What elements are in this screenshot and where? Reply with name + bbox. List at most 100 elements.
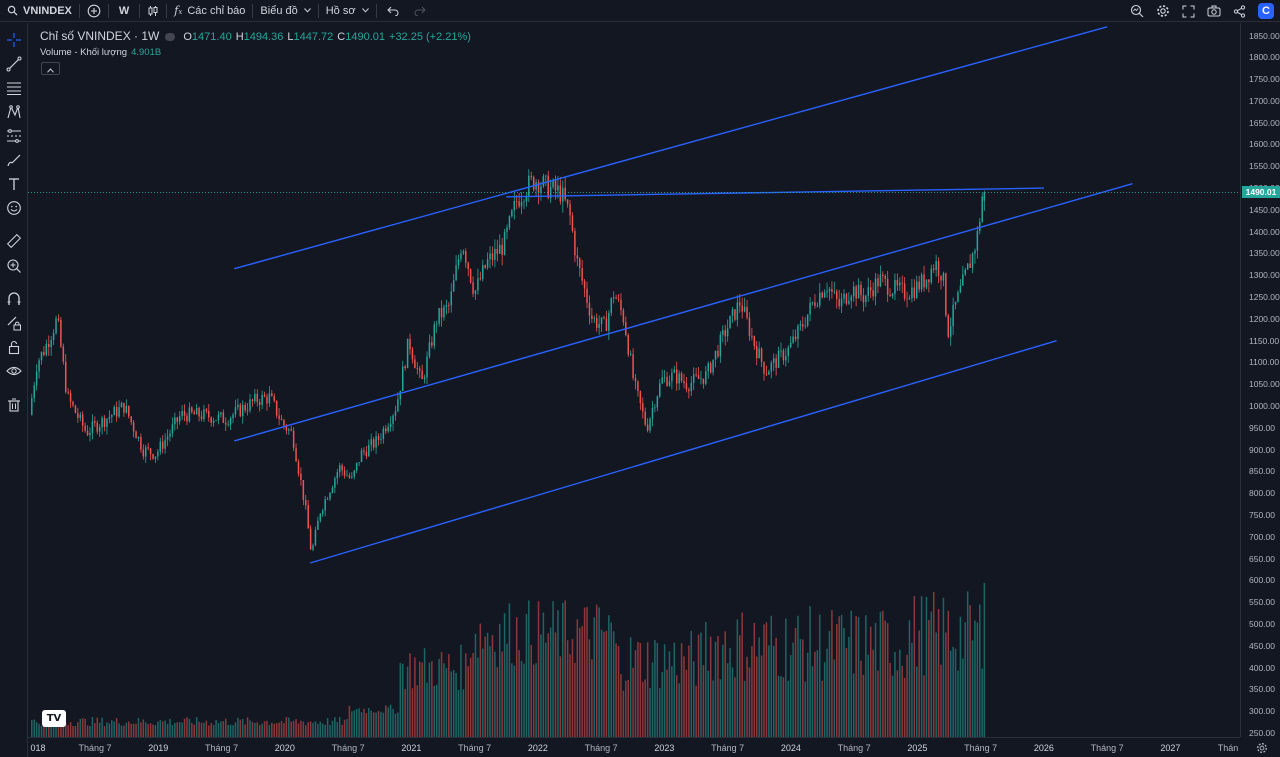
fib-tool[interactable] bbox=[4, 80, 24, 100]
candle-body bbox=[474, 290, 477, 294]
compare-symbol-button[interactable] bbox=[80, 0, 108, 22]
emoji-tool[interactable] bbox=[4, 200, 24, 220]
volume-bar bbox=[482, 648, 484, 737]
volume-bar bbox=[414, 657, 416, 737]
settings-button[interactable] bbox=[1150, 0, 1176, 22]
candle-body bbox=[634, 378, 637, 382]
indicators-button[interactable]: fx Các chỉ báo bbox=[167, 0, 252, 22]
symbol-search-button[interactable]: VNINDEX bbox=[0, 0, 79, 22]
candle-body bbox=[760, 348, 763, 362]
tradingview-logo[interactable]: TV bbox=[42, 710, 66, 727]
undo-button[interactable] bbox=[377, 0, 407, 22]
price-tick-label: 1750.00 bbox=[1249, 74, 1280, 85]
brand-button[interactable]: C bbox=[1252, 0, 1280, 22]
volume-bar bbox=[147, 724, 149, 737]
candle-body bbox=[472, 282, 474, 294]
collapse-legend-button[interactable] bbox=[41, 62, 60, 75]
brush-tool[interactable] bbox=[4, 152, 24, 172]
volume-bar bbox=[220, 721, 222, 737]
volume-bar bbox=[372, 712, 375, 737]
candle-body bbox=[188, 407, 191, 422]
ruler-tool[interactable] bbox=[4, 233, 24, 253]
candle-body bbox=[515, 200, 518, 202]
volume-bar bbox=[128, 721, 130, 737]
hide-drawings-tool[interactable] bbox=[4, 363, 24, 383]
volume-bar bbox=[877, 670, 879, 737]
candle-body bbox=[382, 428, 385, 439]
volume-bar bbox=[472, 653, 474, 737]
lock-all-tool[interactable] bbox=[4, 339, 24, 359]
candle-body bbox=[60, 319, 62, 347]
trendline-tool[interactable] bbox=[4, 56, 24, 76]
zoom-tool[interactable] bbox=[4, 258, 24, 278]
profile-menu-button[interactable]: Hồ sơ bbox=[319, 0, 376, 22]
crosshair-tool[interactable] bbox=[4, 32, 24, 52]
price-tick-label: 1850.00 bbox=[1249, 30, 1280, 41]
quick-search-button[interactable] bbox=[1124, 0, 1150, 22]
volume-bar bbox=[768, 645, 770, 737]
text-tool[interactable] bbox=[4, 176, 24, 196]
candle-body bbox=[654, 407, 656, 409]
chart-style-button[interactable] bbox=[140, 0, 166, 22]
candle-body bbox=[225, 422, 227, 425]
volume-bar bbox=[884, 620, 886, 737]
volume-bar bbox=[33, 719, 35, 737]
time-scale[interactable]: 018 Tháng 7 2019 Tháng 7 2020 Tháng 7 2021 Thán… bbox=[28, 737, 1240, 757]
interval-button[interactable]: W bbox=[118, 4, 130, 17]
price-tick-label: 700.00 bbox=[1249, 531, 1275, 542]
candle-body bbox=[726, 328, 729, 337]
magnet-tool[interactable] bbox=[4, 291, 24, 311]
function-icon: fx bbox=[174, 4, 183, 17]
projection-tool[interactable] bbox=[4, 128, 24, 148]
candle-body bbox=[787, 347, 790, 356]
candle-body bbox=[794, 336, 797, 340]
volume-bar bbox=[380, 711, 382, 737]
symbol-title[interactable]: Chỉ số VNINDEX · 1W bbox=[40, 29, 160, 43]
price-scale[interactable]: 250.00 300.00 350.00 400.00 450.00 500.00 550.… bbox=[1240, 23, 1280, 738]
scale-settings-button[interactable] bbox=[1256, 741, 1270, 755]
volume-bar bbox=[772, 645, 775, 737]
volume-bar bbox=[404, 689, 406, 737]
candle-body bbox=[161, 441, 164, 449]
volume-bar bbox=[843, 627, 845, 737]
candle-body bbox=[319, 513, 322, 521]
candle-body bbox=[482, 265, 484, 280]
volume-bar bbox=[307, 722, 309, 737]
emoji-icon bbox=[6, 200, 22, 221]
volume-bar bbox=[60, 719, 62, 737]
volume-value: 4.901B bbox=[131, 47, 162, 58]
candle-body bbox=[423, 377, 426, 380]
chart-menu-button[interactable]: Biểu đồ bbox=[253, 0, 317, 22]
volume-bar bbox=[462, 689, 465, 737]
volume-bar bbox=[874, 623, 877, 737]
redo-button[interactable] bbox=[407, 0, 433, 22]
volume-bar bbox=[530, 644, 533, 737]
volume-bar bbox=[545, 642, 547, 737]
volume-bar bbox=[268, 725, 271, 737]
share-button[interactable] bbox=[1227, 0, 1252, 22]
volume-bar bbox=[792, 642, 794, 737]
price-tick-label: 1050.00 bbox=[1249, 379, 1280, 390]
candle-body bbox=[64, 361, 67, 392]
candle-body bbox=[365, 451, 368, 457]
fullscreen-button[interactable] bbox=[1176, 0, 1201, 22]
candle-body bbox=[945, 273, 947, 316]
remove-drawings-tool[interactable] bbox=[4, 397, 24, 417]
volume-bar bbox=[838, 616, 840, 737]
pattern-tool[interactable] bbox=[4, 104, 24, 124]
volume-bar bbox=[135, 723, 137, 737]
candle-body bbox=[697, 375, 700, 379]
volume-bar bbox=[685, 669, 688, 737]
text-icon bbox=[6, 176, 22, 197]
volume-bar bbox=[288, 717, 290, 737]
toolbar-divider bbox=[78, 3, 80, 18]
lock-drawing-tool[interactable] bbox=[4, 315, 24, 335]
price-chart[interactable] bbox=[28, 23, 1240, 737]
volume-bar bbox=[574, 662, 576, 737]
volume-label[interactable]: Volume - Khối lượng bbox=[40, 47, 128, 58]
candle-body bbox=[772, 358, 775, 363]
volume-bar bbox=[928, 620, 930, 737]
volume-bar bbox=[741, 612, 743, 737]
volume-bar bbox=[212, 724, 215, 737]
camera-button[interactable] bbox=[1201, 0, 1227, 22]
